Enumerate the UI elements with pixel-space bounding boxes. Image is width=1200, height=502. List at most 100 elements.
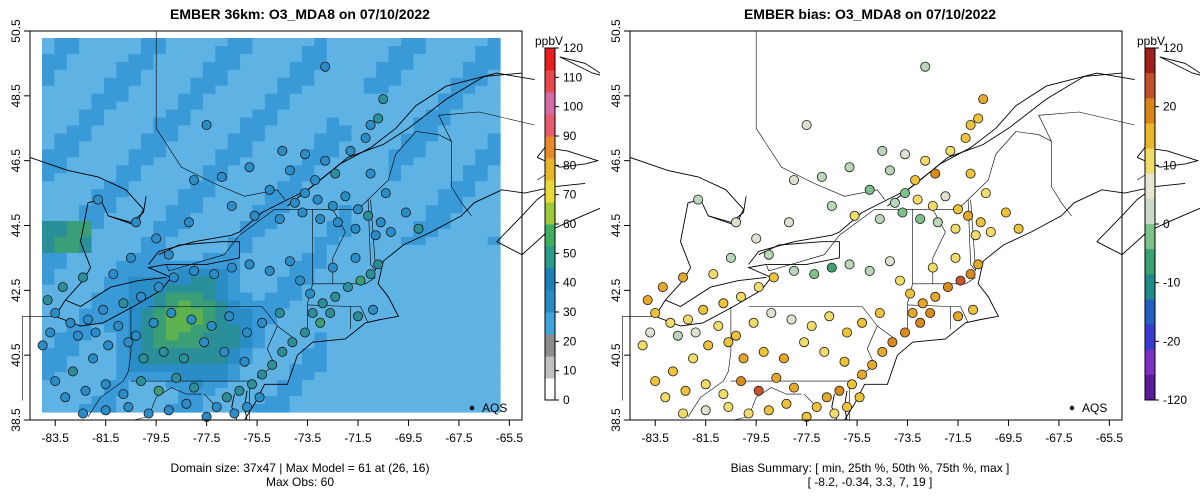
grid-cell (252, 197, 266, 206)
grid-cell (128, 165, 142, 174)
grid-cell (165, 213, 179, 222)
grid-cell (79, 205, 93, 214)
aqs-station-right (1000, 207, 1011, 218)
grid-cell (141, 236, 154, 246)
grid-cell (326, 268, 340, 278)
grid-cell (66, 260, 80, 270)
grid-cell (202, 173, 216, 182)
grid-cell (277, 69, 291, 79)
colorbar-tick-label: 70 (563, 188, 577, 202)
grid-cell (227, 38, 241, 47)
grid-cell (462, 77, 476, 87)
grid-cell (215, 260, 229, 270)
grid-cell (141, 141, 154, 150)
colorbar-segment (1145, 73, 1155, 99)
grid-cell (42, 316, 55, 326)
grid-cell (339, 372, 353, 381)
grid-cell (178, 276, 192, 286)
grid-cell (103, 229, 117, 238)
grid-cell (141, 69, 154, 79)
grid-cell (264, 276, 278, 286)
aqs-station-left (153, 385, 164, 396)
grid-cell (165, 157, 179, 166)
grid-cell (376, 173, 390, 182)
geo-line (912, 277, 976, 285)
grid-cell (178, 308, 192, 318)
grid-cell (487, 372, 501, 381)
grid-cell (252, 133, 266, 143)
grid-cell (42, 221, 55, 230)
aqs-station-right (910, 175, 921, 186)
grid-cell (54, 165, 68, 174)
grid-cell (475, 300, 489, 310)
grid-cell (66, 189, 80, 198)
grid-cell (351, 93, 365, 103)
geo-line (148, 306, 278, 327)
grid-cell (202, 356, 216, 365)
grid-cell (202, 133, 216, 143)
grid-cell (326, 77, 340, 87)
grid-cell (128, 38, 142, 47)
colorbar-segment (545, 92, 555, 115)
grid-cell (301, 348, 315, 357)
grid-cell (388, 149, 402, 158)
grid-cell (190, 93, 204, 103)
grid-cell (450, 348, 464, 357)
lon-tick-label: -73.5 (294, 431, 322, 445)
grid-cell (301, 236, 315, 246)
grid-cell (178, 141, 192, 150)
grid-cell (215, 244, 229, 254)
grid-cell (227, 117, 241, 127)
aqs-legend-label: AQS (1082, 401, 1107, 415)
grid-cell (438, 61, 452, 71)
grid-cell (91, 221, 105, 230)
aqs-station-right (723, 337, 734, 348)
aqs-station-right (930, 291, 941, 302)
grid-cell (42, 109, 55, 119)
grid-cell (351, 38, 365, 47)
aqs-station-left (90, 327, 101, 338)
grid-cell (252, 157, 266, 166)
grid-cell (190, 316, 204, 326)
grid-cell (339, 244, 353, 254)
grid-cell (475, 221, 489, 230)
aqs-station-right (788, 265, 799, 276)
grid-cell (202, 53, 216, 63)
grid-cell (413, 316, 427, 326)
grid-cell (190, 324, 204, 334)
grid-cell (66, 388, 80, 397)
grid-cell (103, 252, 117, 262)
grid-cell (425, 276, 439, 286)
aqs-station-right (844, 259, 855, 270)
grid-cell (301, 125, 315, 135)
grid-cell (475, 133, 489, 143)
grid-cell (227, 229, 241, 238)
aqs-station-left (123, 401, 134, 412)
grid-cell (450, 69, 464, 79)
grid-cell (165, 197, 179, 206)
grid-cell (66, 284, 80, 294)
grid-cell (462, 69, 476, 79)
grid-cell (425, 53, 439, 63)
grid-cell (289, 396, 303, 405)
grid-cell (116, 109, 130, 119)
grid-cell (116, 260, 130, 270)
grid-cell (450, 308, 464, 318)
grid-cell (475, 181, 489, 190)
grid-cell (116, 316, 130, 326)
aqs-station-left (284, 165, 295, 176)
grid-cell (190, 181, 204, 190)
grid-cell (363, 324, 377, 334)
grid-cell (438, 125, 452, 135)
aqs-station-right (688, 353, 699, 364)
grid-cell (190, 69, 204, 79)
aqs-station-right (968, 304, 979, 315)
grid-cell (438, 93, 452, 103)
grid-cell (388, 340, 402, 349)
aqs-station-right (806, 320, 817, 331)
grid-cell (153, 181, 167, 190)
grid-cell (165, 125, 179, 135)
grid-cell (289, 38, 303, 47)
grid-cell (401, 260, 414, 270)
grid-cell (252, 173, 266, 182)
